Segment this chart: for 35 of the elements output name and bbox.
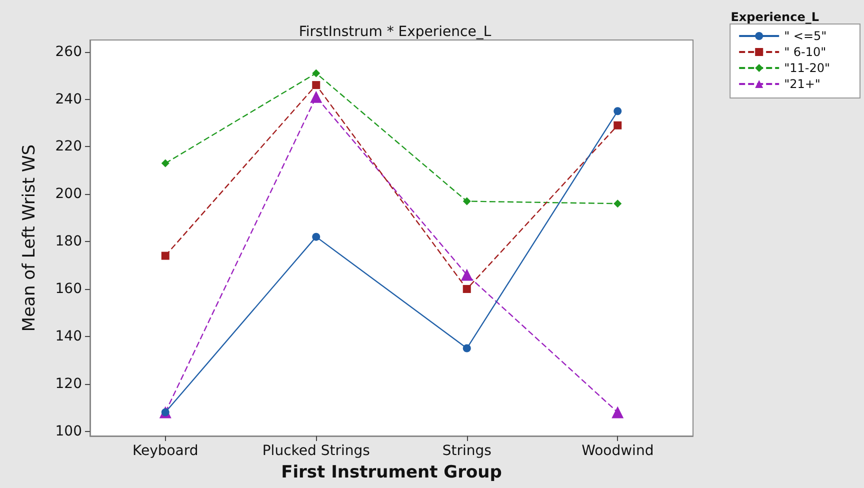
legend-title: Experience_L (730, 10, 820, 24)
y-axis-title: Mean of Left Wrist WS (20, 144, 40, 332)
point (460, 268, 473, 281)
x-tick-label: Woodwind (582, 443, 654, 459)
legend-label: "11-20" (784, 61, 830, 75)
legend-label: " <=5" (784, 29, 827, 43)
point (612, 406, 624, 418)
point (462, 197, 471, 206)
point (614, 200, 622, 208)
point (614, 107, 622, 116)
point (161, 252, 170, 260)
y-tick-label: 180 (55, 234, 82, 250)
point (312, 81, 320, 90)
x-axis-title: First Instrument Group (281, 462, 502, 482)
y-tick-label: 260 (55, 44, 82, 60)
y-tick-label: 220 (55, 138, 82, 155)
y-tick-label: 100 (55, 423, 82, 440)
x-tick-label: Strings (442, 443, 492, 459)
x-tick-label: Plucked Strings (262, 443, 370, 459)
point (312, 232, 320, 241)
point (614, 121, 622, 130)
point (462, 344, 471, 352)
legend-label: "21+" (784, 77, 820, 91)
x-tick-label: Keyboard (132, 443, 198, 459)
point (312, 69, 320, 78)
point (310, 90, 322, 103)
y-tick-label: 160 (55, 280, 82, 297)
chart-title: FirstInstrum * Experience_L (298, 24, 492, 40)
y-tick-label: 120 (55, 376, 82, 392)
point (161, 159, 170, 168)
point (462, 284, 471, 293)
y-tick-label: 240 (55, 91, 82, 108)
legend-label: " 6-10" (784, 45, 826, 59)
y-tick-label: 140 (55, 328, 82, 344)
y-tick-label: 200 (55, 186, 82, 202)
